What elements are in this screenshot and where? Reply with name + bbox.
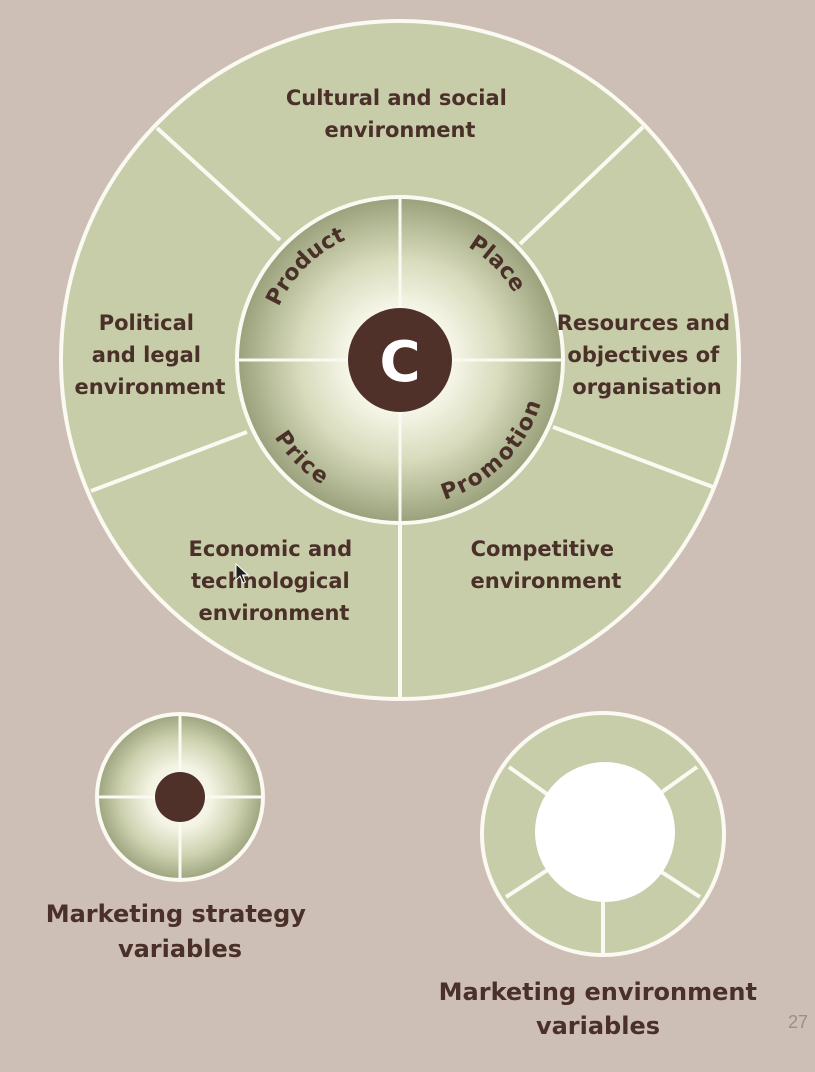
divider-economic-political xyxy=(90,430,248,493)
legend-environment: Marketing environment variables xyxy=(439,711,766,1040)
divider-resources-competitive xyxy=(552,425,714,489)
legend-strategy-label: Marketing strategy variables xyxy=(46,900,315,963)
legend-environment-center xyxy=(535,762,675,902)
env-label-political: Political and legal environment xyxy=(75,311,226,399)
legend-environment-label: Marketing environment variables xyxy=(439,978,766,1040)
env-label-economic: Economic and technological environment xyxy=(189,537,360,625)
page-number: 27 xyxy=(788,1012,808,1032)
marketing-mix-wheel: C Product Place Price Promotion xyxy=(235,195,565,525)
environment-dividers xyxy=(90,125,714,699)
center-circle xyxy=(348,308,452,412)
env-label-resources: Resources and objectives of organisation xyxy=(557,311,738,399)
divider-cultural-political xyxy=(155,126,282,242)
mouse-cursor-icon xyxy=(235,562,250,584)
divider-cultural-resources xyxy=(518,125,645,246)
center-label: C xyxy=(379,330,420,395)
env-label-competitive: Competitive environment xyxy=(471,537,622,593)
legend-strategy: Marketing strategy variables xyxy=(46,712,315,963)
env-label-cultural: Cultural and social environment xyxy=(286,86,514,142)
legend-strategy-center xyxy=(155,772,205,822)
mix-dividers xyxy=(237,197,563,523)
